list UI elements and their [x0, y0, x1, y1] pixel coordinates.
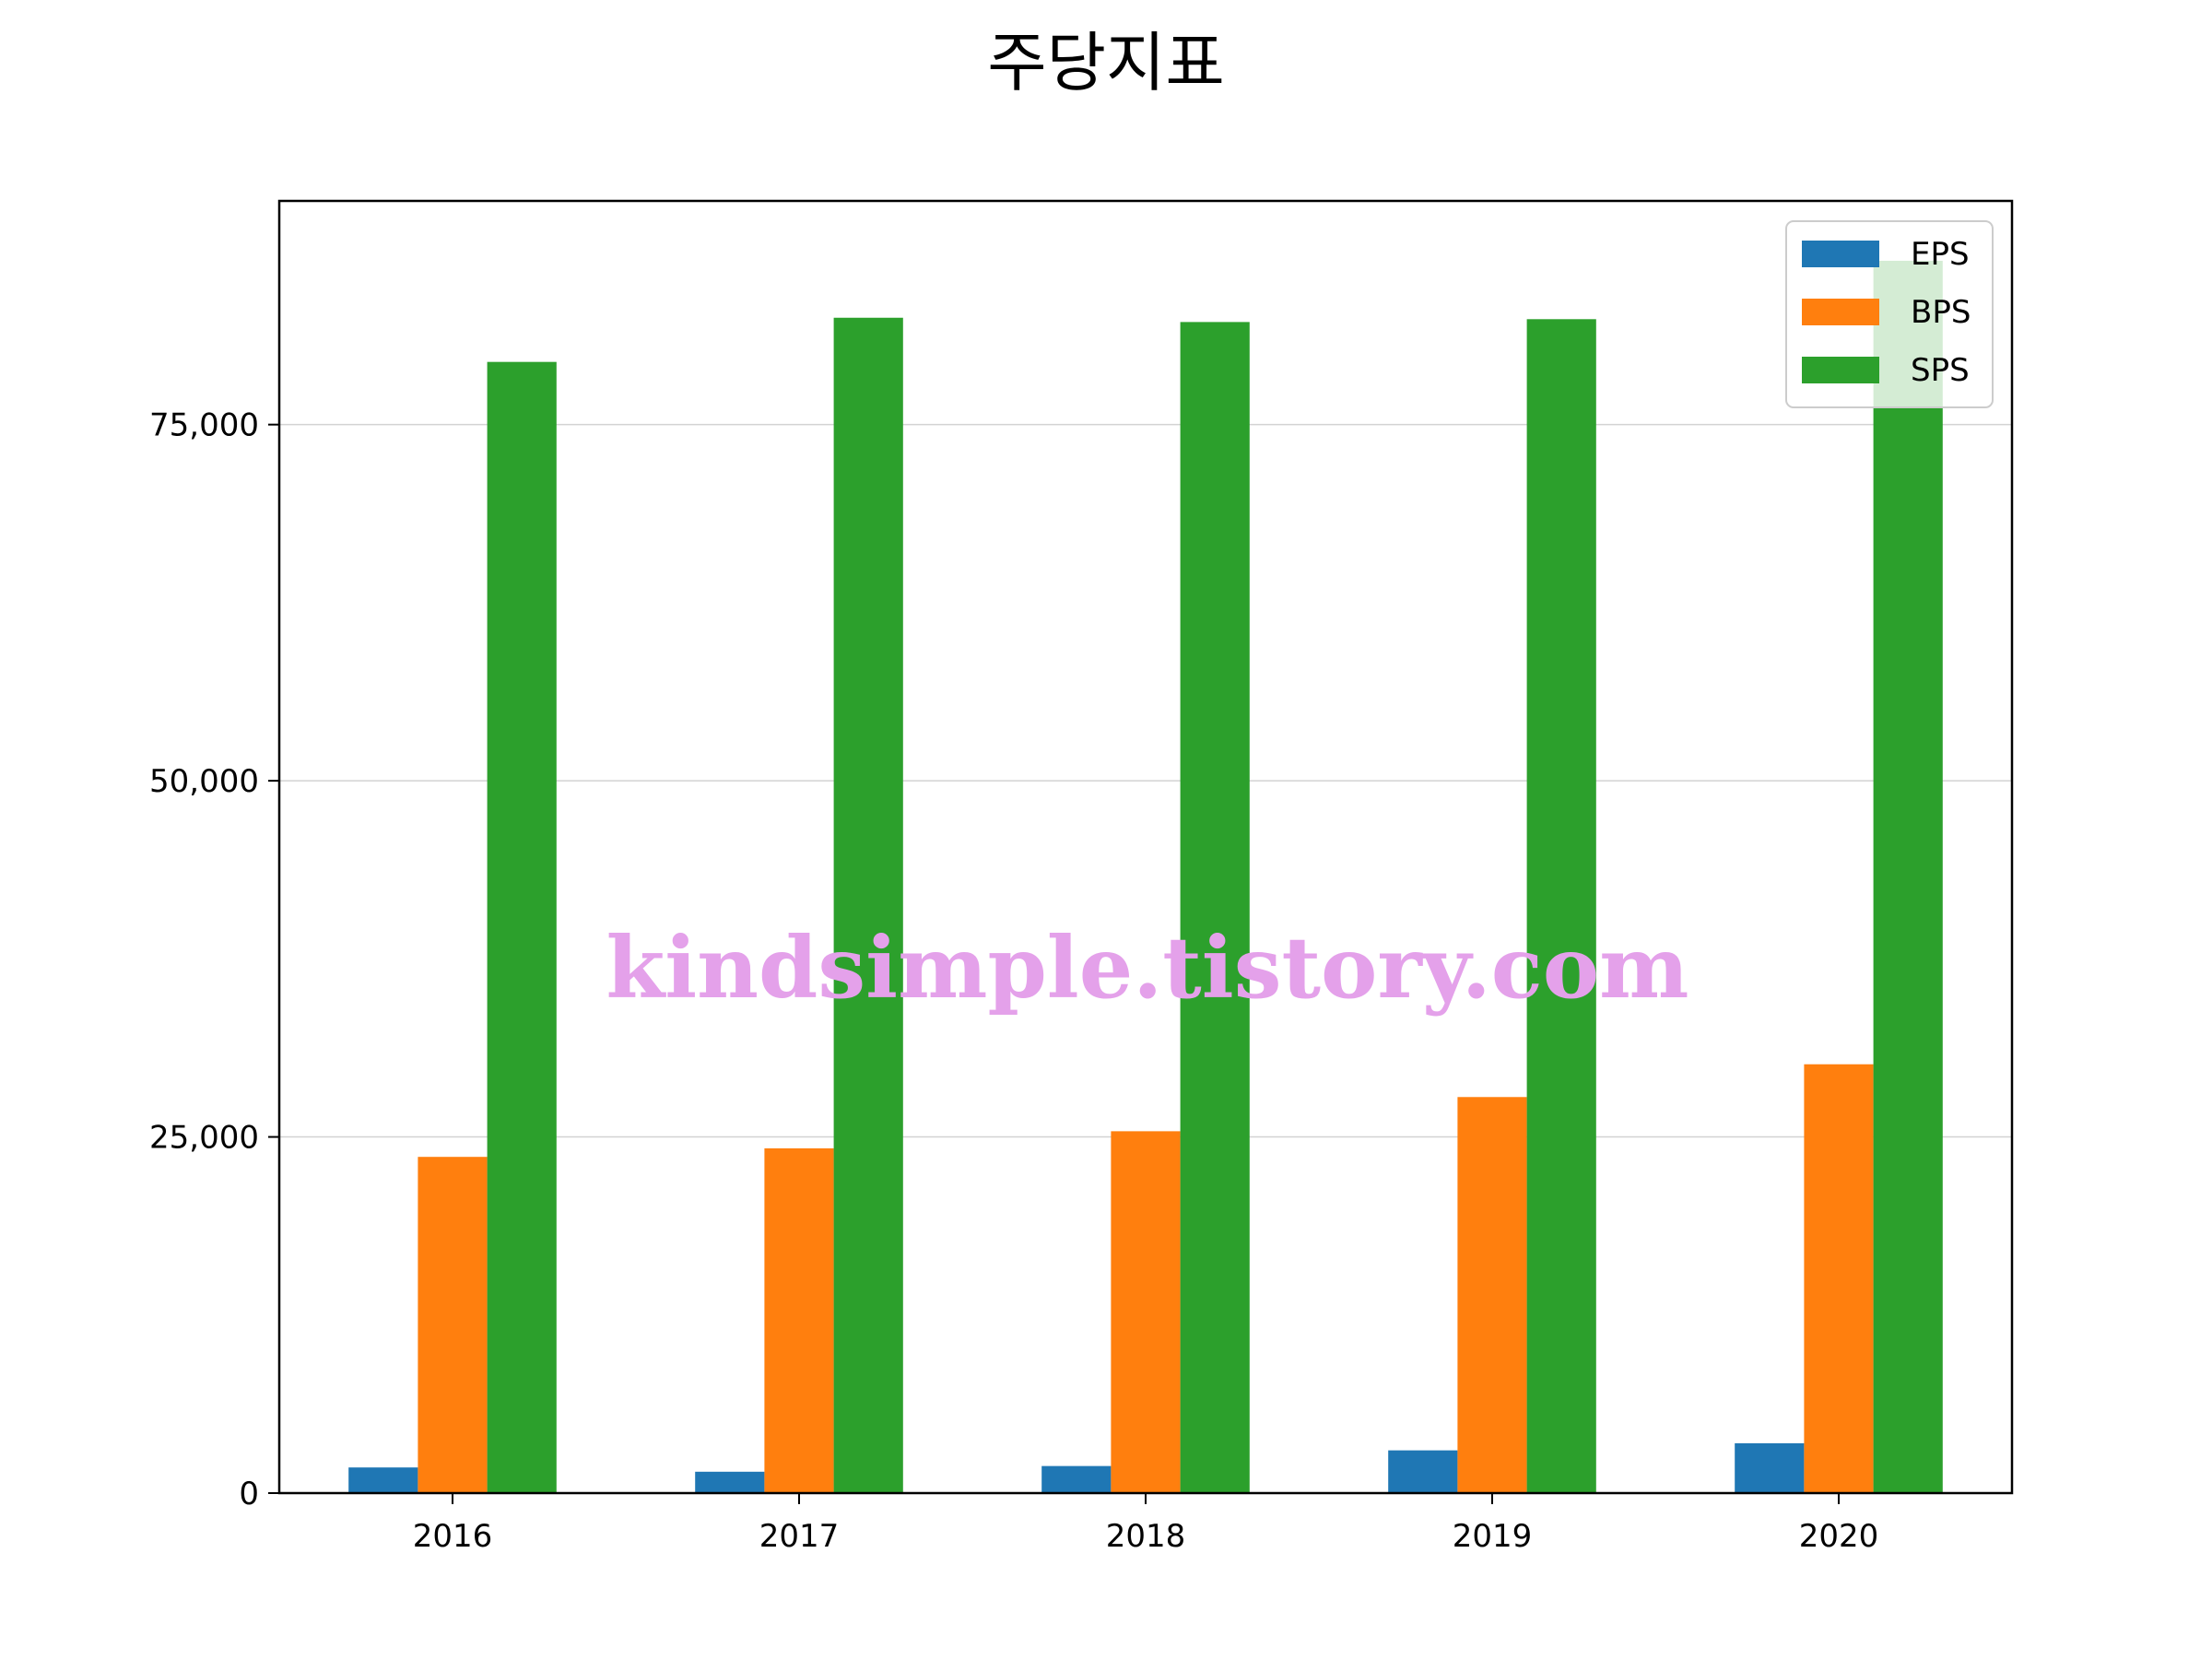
x-tick-label: 2020 [1799, 1518, 1879, 1555]
legend-label-bps: BPS [1911, 294, 1971, 331]
chart-title: 주당지표 [987, 25, 1225, 100]
bar-sps-2020 [1873, 260, 1943, 1493]
x-axis: 2016 2017 2018 2019 2020 [413, 1493, 1879, 1555]
legend-swatch-bps [1802, 299, 1879, 325]
legend-swatch-eps [1802, 241, 1879, 267]
bar-eps-2018 [1041, 1465, 1112, 1493]
bar-bps-2019 [1457, 1097, 1527, 1493]
bar-eps-2016 [348, 1467, 418, 1493]
x-tick-label: 2018 [1106, 1518, 1186, 1555]
bar-bps-2018 [1111, 1131, 1181, 1493]
y-tick-label: 75,000 [149, 407, 259, 444]
bar-eps-2020 [1735, 1442, 1805, 1493]
y-tick-label: 0 [239, 1476, 259, 1512]
bar-sps-2018 [1180, 322, 1250, 1494]
y-tick-label: 25,000 [149, 1120, 259, 1157]
bar-sps-2016 [487, 361, 557, 1493]
bars [348, 260, 1943, 1494]
watermark-text: kindsimple.tistory.com [606, 918, 1688, 1018]
bar-bps-2016 [418, 1157, 488, 1493]
x-tick-label: 2019 [1453, 1518, 1533, 1555]
legend: EPS BPS SPS [1785, 220, 1994, 408]
bar-bps-2017 [764, 1147, 834, 1493]
y-tick-label: 50,000 [149, 763, 259, 800]
legend-swatch-sps [1802, 357, 1879, 383]
bar-bps-2020 [1804, 1064, 1874, 1493]
bar-sps-2017 [833, 317, 903, 1493]
x-tick-label: 2017 [759, 1518, 840, 1555]
legend-label-eps: EPS [1911, 236, 1970, 273]
bar-sps-2019 [1526, 319, 1596, 1493]
legend-label-sps: SPS [1911, 352, 1970, 389]
y-axis: 0 25,000 50,000 75,000 [149, 407, 279, 1512]
x-tick-label: 2016 [413, 1518, 493, 1555]
bar-eps-2017 [695, 1471, 765, 1493]
bar-eps-2019 [1388, 1450, 1458, 1493]
